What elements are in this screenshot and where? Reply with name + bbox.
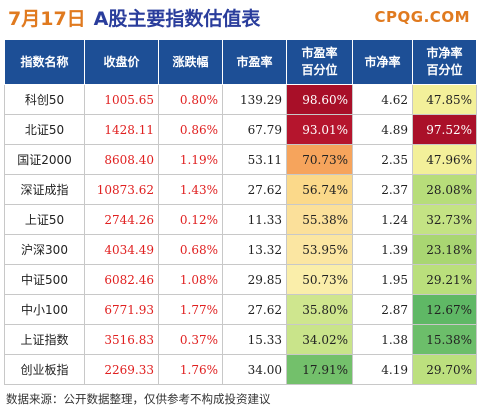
- close-price-cell: 2269.33: [84, 354, 159, 385]
- change-pct-cell: 1.19%: [158, 144, 223, 175]
- column-header-pe: 市盈率: [222, 39, 287, 85]
- header: 7月17日 A股主要指数估值表 CPQG.COM: [0, 0, 480, 34]
- pe-cell: 11.33: [222, 204, 287, 235]
- pb-cell: 2.87: [352, 294, 413, 325]
- change-pct-cell: 1.77%: [158, 294, 223, 325]
- pb-cell: 1.39: [352, 234, 413, 265]
- pe-cell: 27.62: [222, 174, 287, 205]
- pb-cell: 4.89: [352, 114, 413, 145]
- pe-percentile-cell: 17.91%: [286, 354, 353, 385]
- close-price-cell: 6771.93: [84, 294, 159, 325]
- index-name-cell: 中小100: [4, 294, 85, 325]
- pe-cell: 27.62: [222, 294, 287, 325]
- pe-percentile-cell: 93.01%: [286, 114, 353, 145]
- pe-cell: 67.79: [222, 114, 287, 145]
- pb-percentile-cell: 28.08%: [412, 174, 477, 205]
- index-name-cell: 中证500: [4, 264, 85, 295]
- table-row: 北证50 1428.11 0.86% 67.79 93.01% 4.89 97.52%: [4, 114, 477, 145]
- pb-cell: 4.62: [352, 84, 413, 115]
- pb-percentile-cell: 23.18%: [412, 234, 477, 265]
- close-price-cell: 8608.40: [84, 144, 159, 175]
- change-pct-cell: 1.43%: [158, 174, 223, 205]
- table-body: 科创50 1005.65 0.80% 139.29 98.60% 4.62 47.85% 北证…: [4, 84, 477, 385]
- index-name-cell: 北证50: [4, 114, 85, 145]
- close-price-cell: 1005.65: [84, 84, 159, 115]
- column-header-change: 涨跌幅: [158, 39, 223, 85]
- pb-percentile-cell: 47.85%: [412, 84, 477, 115]
- change-pct-cell: 1.76%: [158, 354, 223, 385]
- valuation-table: 指数名称 收盘价 涨跌幅 市盈率 市盈率 百分位 市净率 市净率 百分位 科创5…: [4, 39, 477, 385]
- pb-percentile-cell: 29.70%: [412, 354, 477, 385]
- footer-disclaimer: 数据来源：公开数据整理，仅供参考不构成投资建议: [6, 392, 271, 406]
- pb-cell: 2.37: [352, 174, 413, 205]
- change-pct-cell: 0.86%: [158, 114, 223, 145]
- close-price-cell: 1428.11: [84, 114, 159, 145]
- pe-cell: 29.85: [222, 264, 287, 295]
- pe-percentile-cell: 34.02%: [286, 324, 353, 355]
- pe-percentile-cell: 70.73%: [286, 144, 353, 175]
- pe-cell: 34.00: [222, 354, 287, 385]
- pe-percentile-cell: 98.60%: [286, 84, 353, 115]
- pe-percentile-cell: 35.80%: [286, 294, 353, 325]
- table-header-row: 指数名称 收盘价 涨跌幅 市盈率 市盈率 百分位 市净率 市净率 百分位: [4, 39, 477, 85]
- close-price-cell: 6082.46: [84, 264, 159, 295]
- index-name-cell: 科创50: [4, 84, 85, 115]
- index-name-cell: 创业板指: [4, 354, 85, 385]
- table-row: 国证2000 8608.40 1.19% 53.11 70.73% 2.35 47.96%: [4, 144, 477, 175]
- pb-cell: 1.24: [352, 204, 413, 235]
- pb-percentile-cell: 12.67%: [412, 294, 477, 325]
- index-name-cell: 国证2000: [4, 144, 85, 175]
- column-header-pb: 市净率: [352, 39, 413, 85]
- table-row: 创业板指 2269.33 1.76% 34.00 17.91% 4.19 29.70%: [4, 354, 477, 385]
- column-header-pe-percentile: 市盈率 百分位: [286, 39, 353, 85]
- table-row: 上证50 2744.26 0.12% 11.33 55.38% 1.24 32.73%: [4, 204, 477, 235]
- pb-cell: 1.95: [352, 264, 413, 295]
- index-name-cell: 深证成指: [4, 174, 85, 205]
- pb-percentile-cell: 47.96%: [412, 144, 477, 175]
- pb-percentile-cell: 29.21%: [412, 264, 477, 295]
- change-pct-cell: 1.08%: [158, 264, 223, 295]
- pe-cell: 139.29: [222, 84, 287, 115]
- pb-cell: 4.19: [352, 354, 413, 385]
- close-price-cell: 2744.26: [84, 204, 159, 235]
- table-row: 中小100 6771.93 1.77% 27.62 35.80% 2.87 12.67%: [4, 294, 477, 325]
- pe-percentile-cell: 50.73%: [286, 264, 353, 295]
- column-header-name: 指数名称: [4, 39, 85, 85]
- change-pct-cell: 0.12%: [158, 204, 223, 235]
- brand-logo-text: CPQG.COM: [374, 8, 470, 26]
- pb-percentile-cell: 32.73%: [412, 204, 477, 235]
- page-title: 7月17日 A股主要指数估值表: [8, 4, 260, 31]
- index-name-cell: 沪深300: [4, 234, 85, 265]
- close-price-cell: 4034.49: [84, 234, 159, 265]
- title-date: 7月17日: [8, 8, 86, 30]
- pb-cell: 2.35: [352, 144, 413, 175]
- table-row: 深证成指 10873.62 1.43% 27.62 56.74% 2.37 28.08%: [4, 174, 477, 205]
- pe-cell: 15.33: [222, 324, 287, 355]
- title-text: A股主要指数估值表: [93, 8, 261, 30]
- change-pct-cell: 0.37%: [158, 324, 223, 355]
- table-row: 上证指数 3516.83 0.37% 15.33 34.02% 1.38 15.38%: [4, 324, 477, 355]
- column-header-pb-percentile: 市净率 百分位: [412, 39, 477, 85]
- pe-percentile-cell: 55.38%: [286, 204, 353, 235]
- change-pct-cell: 0.68%: [158, 234, 223, 265]
- table-row: 中证500 6082.46 1.08% 29.85 50.73% 1.95 29.21%: [4, 264, 477, 295]
- close-price-cell: 10873.62: [84, 174, 159, 205]
- column-header-close: 收盘价: [84, 39, 159, 85]
- index-name-cell: 上证指数: [4, 324, 85, 355]
- pe-cell: 13.32: [222, 234, 287, 265]
- pb-percentile-cell: 15.38%: [412, 324, 477, 355]
- pb-cell: 1.38: [352, 324, 413, 355]
- pe-percentile-cell: 56.74%: [286, 174, 353, 205]
- pe-percentile-cell: 53.95%: [286, 234, 353, 265]
- pe-cell: 53.11: [222, 144, 287, 175]
- change-pct-cell: 0.80%: [158, 84, 223, 115]
- index-name-cell: 上证50: [4, 204, 85, 235]
- close-price-cell: 3516.83: [84, 324, 159, 355]
- pb-percentile-cell: 97.52%: [412, 114, 477, 145]
- table-row: 沪深300 4034.49 0.68% 13.32 53.95% 1.39 23.18%: [4, 234, 477, 265]
- table-row: 科创50 1005.65 0.80% 139.29 98.60% 4.62 47.85%: [4, 84, 477, 115]
